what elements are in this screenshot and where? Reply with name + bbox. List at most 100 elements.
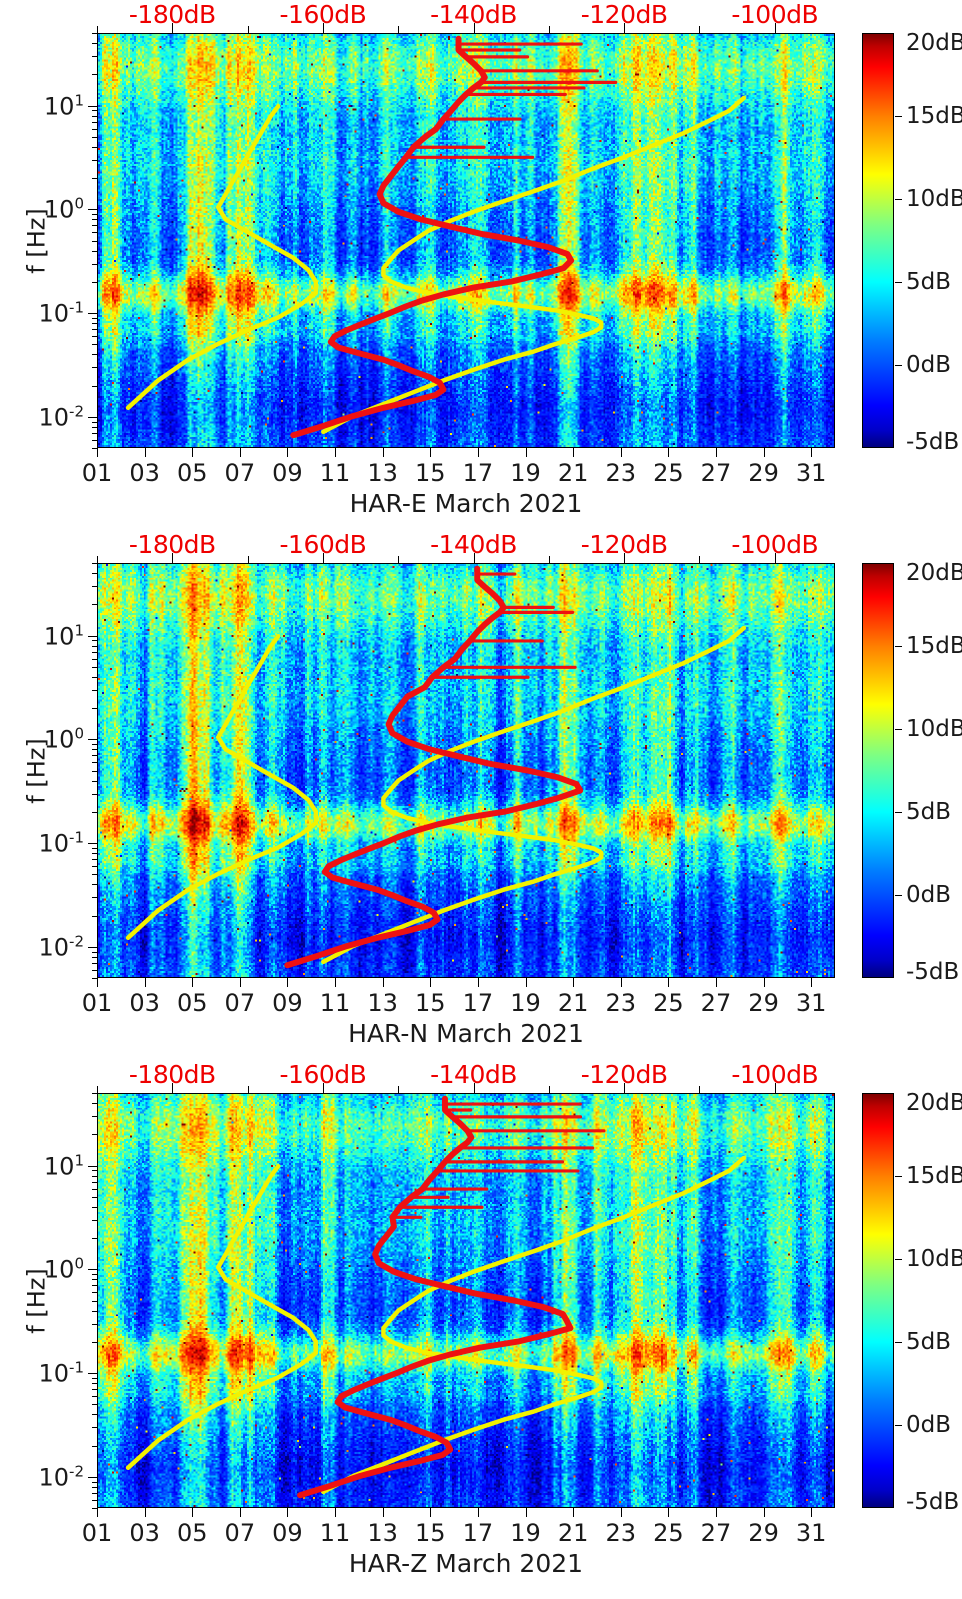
day-axis-label: 11 [319, 459, 351, 487]
day-axis-label: 27 [700, 459, 732, 487]
db-axis-label: -100dB [731, 0, 819, 29]
spectrogram-image-har-z [98, 1094, 834, 1507]
frequency-tick-major [88, 843, 97, 845]
colorbar-label: 5dB [906, 1329, 952, 1355]
db-axis-tick [398, 556, 400, 564]
day-axis-label: 03 [129, 989, 160, 1017]
day-axis-tick [287, 1508, 289, 1517]
frequency-tick-minor [92, 676, 97, 678]
colorbar-tick [895, 365, 902, 366]
colorbar-tick [895, 646, 902, 647]
frequency-tick-minor [92, 136, 97, 138]
panel-caption-har-e: HAR-E March 2021 [349, 489, 583, 518]
day-axis-tick [525, 978, 527, 987]
frequency-tick-label: 101 [43, 91, 84, 121]
frequency-tick-minor [92, 1445, 97, 1447]
frequency-tick-minor [92, 1279, 97, 1281]
frequency-tick-minor [92, 323, 97, 325]
colorbar-tick [895, 199, 902, 200]
colorbar-label: 20dB [906, 1090, 962, 1116]
frequency-tick-minor [92, 421, 97, 423]
frequency-tick-minor [92, 1103, 97, 1105]
day-axis-tick [287, 448, 289, 457]
frequency-tick-minor [92, 658, 97, 660]
day-axis-label: 25 [653, 459, 684, 487]
db-axis-tick [398, 1086, 400, 1094]
day-axis-tick [97, 448, 98, 457]
day-axis-tick [573, 448, 575, 457]
day-axis-tick [477, 448, 479, 457]
day-axis-tick [620, 448, 622, 457]
frequency-tick-minor [92, 439, 97, 441]
frequency-tick-minor [92, 317, 97, 319]
day-axis-label: 15 [415, 989, 446, 1017]
day-axis-tick [239, 1508, 241, 1517]
colorbar-gradient [862, 563, 894, 978]
frequency-tick-minor [92, 250, 97, 252]
frequency-tick-label: 100 [43, 724, 84, 754]
day-axis-label: 09 [272, 459, 303, 487]
frequency-tick-minor [92, 689, 97, 691]
day-axis-label: 09 [272, 1519, 303, 1547]
colorbar-label: -5dB [906, 959, 960, 985]
db-axis-label: -140dB [430, 530, 517, 559]
colorbar-har-n: 20dB 15dB 10dB 5dB 0dB -5dB [862, 560, 962, 985]
day-axis-tick [192, 978, 194, 987]
frequency-tick-label: 10-2 [38, 1462, 84, 1492]
day-axis-label: 11 [319, 989, 351, 1017]
day-axis-label: 15 [415, 459, 446, 487]
day-axis-tick [573, 978, 575, 987]
day-axis-label: 09 [272, 989, 303, 1017]
frequency-tick-minor [92, 1093, 97, 1094]
day-axis-label: 25 [653, 1519, 684, 1547]
day-axis-tick [525, 1508, 527, 1517]
frequency-tick-minor [92, 56, 97, 58]
db-axis-label: -180dB [128, 530, 216, 559]
frequency-tick-minor [92, 1206, 97, 1208]
colorbar-label: 5dB [906, 269, 952, 295]
colorbar-tick [895, 895, 902, 896]
db-axis-tick [624, 1083, 626, 1094]
db-axis-tick [473, 553, 475, 564]
db-axis-tick [322, 553, 324, 564]
db-axis-label: -100dB [731, 530, 819, 559]
frequency-axis-har-z: f [Hz] 101 100 10-1 10-2 [0, 1093, 97, 1509]
db-axis-tick [247, 26, 249, 34]
db-axis-tick [172, 23, 174, 34]
day-axis-label: 31 [795, 1519, 827, 1547]
day-axis-label: 11 [319, 1519, 351, 1547]
spectrogram-panel-har-z: -180dB -160dB -140dB -120dB -100dB f [Hz] 10… [0, 1060, 962, 1599]
db-axis-tick [624, 553, 626, 564]
day-axis-tick [620, 978, 622, 987]
db-axis-tick [247, 556, 249, 564]
spectrogram-panel-har-e: -180dB -160dB -140dB -120dB -100dB f [Hz] 10… [0, 0, 962, 530]
day-axis-label: 07 [224, 459, 256, 487]
colorbar-label: 20dB [906, 30, 962, 56]
colorbar-gradient [862, 1093, 894, 1508]
day-axis-label: 17 [462, 989, 494, 1017]
frequency-tick-label: 101 [43, 1151, 84, 1181]
db-axis-tick [247, 1086, 249, 1094]
frequency-tick-minor [92, 1383, 97, 1385]
colorbar-label: 0dB [906, 882, 952, 908]
frequency-tick-minor [92, 951, 97, 953]
day-axis-label: 31 [795, 989, 827, 1017]
day-axis-label: 29 [748, 989, 779, 1017]
day-axis-label: 15 [415, 1519, 446, 1547]
colorbar-label: 15dB [906, 103, 962, 129]
day-axis-label: 17 [462, 1519, 494, 1547]
frequency-tick-label: 100 [43, 1254, 84, 1284]
day-axis-label: 07 [224, 1519, 256, 1547]
frequency-tick-major [88, 1269, 97, 1271]
colorbar-label: 10dB [906, 186, 962, 212]
frequency-tick-major [88, 1476, 97, 1478]
db-axis-tick [97, 556, 98, 564]
colorbar-label: 20dB [906, 560, 962, 586]
panel-caption-har-z: HAR-Z March 2021 [348, 1549, 584, 1578]
db-axis-label: -140dB [430, 0, 517, 29]
day-axis-tick [668, 1508, 670, 1517]
frequency-tick-minor [92, 1285, 97, 1287]
frequency-tick-minor [92, 770, 97, 772]
frequency-tick-minor [92, 978, 97, 979]
spectrogram-image-har-e [98, 34, 834, 447]
